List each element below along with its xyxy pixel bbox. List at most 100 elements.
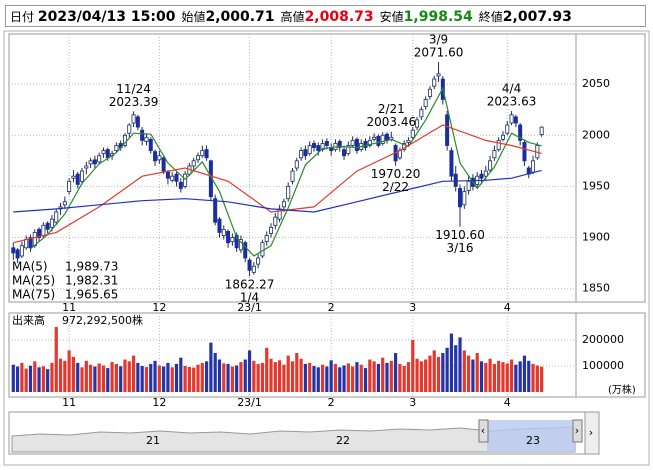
volume-bar <box>196 364 200 392</box>
candle-body <box>269 226 274 234</box>
range-handle[interactable] <box>572 419 583 443</box>
volume-bar <box>376 363 381 392</box>
volume-bar <box>320 364 325 392</box>
candle-body <box>445 114 450 146</box>
volume-bar <box>67 350 71 392</box>
volume-bar <box>101 365 106 392</box>
candle-body <box>226 231 231 244</box>
candle-body <box>500 134 505 140</box>
volume-bar <box>265 347 269 392</box>
volume-bar <box>106 368 110 392</box>
candle-body <box>204 149 209 159</box>
candle-body <box>346 145 351 155</box>
candle-body <box>92 159 97 165</box>
volume-bar <box>475 353 479 392</box>
volume-bar <box>235 365 239 392</box>
candle-body <box>62 201 67 206</box>
volume-bar <box>406 362 411 392</box>
candle-body <box>539 126 544 135</box>
navigator-range[interactable] <box>487 420 575 452</box>
volume-panel <box>8 312 646 398</box>
candle-body <box>320 143 325 150</box>
x-tick-label: 4 <box>504 396 511 409</box>
annotation-date: 3/16 <box>447 241 474 255</box>
scroll-button[interactable] <box>584 411 600 455</box>
candle-body <box>75 173 80 185</box>
candle-body <box>342 149 347 157</box>
x-tick-label: 12 <box>152 396 166 409</box>
candle-body <box>195 155 200 161</box>
candle-body <box>281 201 286 208</box>
volume-bar <box>20 362 24 392</box>
volume-bar <box>260 362 265 392</box>
candle-body <box>453 173 458 187</box>
candle-body <box>54 211 59 223</box>
volume-bar <box>41 366 45 392</box>
volume-bar <box>501 362 505 392</box>
volume-bar <box>97 363 101 392</box>
volume-bar <box>110 362 114 392</box>
volume-bar <box>419 361 423 392</box>
volume-bar <box>518 361 522 392</box>
scroll-arrow[interactable]: › <box>589 426 593 439</box>
legend-value: 1,989.73 <box>65 260 118 274</box>
volume-bar <box>471 359 475 392</box>
candle-body <box>337 141 342 148</box>
legend-name: MA(25) <box>12 274 55 288</box>
date: 2023/04/13 15:00 <box>37 9 176 25</box>
volume-bar <box>488 358 492 392</box>
volume-bar <box>252 360 256 392</box>
volume-bar <box>368 359 372 392</box>
candle-body <box>24 239 29 249</box>
volume-bar <box>187 367 192 392</box>
candle-body <box>251 265 256 273</box>
annotation-date: 3/9 <box>429 33 448 47</box>
volume-bar <box>385 362 389 392</box>
ma-line <box>13 169 542 213</box>
candle-body <box>488 160 493 171</box>
volume-bar <box>436 356 441 392</box>
volume-bar <box>222 363 226 392</box>
candle-body <box>492 150 497 159</box>
candle-body <box>28 237 33 249</box>
volume-bar <box>157 365 161 392</box>
candle-body <box>436 73 441 77</box>
candle-body <box>496 139 501 150</box>
range-handle[interactable] <box>478 419 489 443</box>
candle-body <box>363 141 368 148</box>
y-tick-label: 2050 <box>582 77 610 90</box>
candle-body <box>311 143 316 148</box>
candle-body <box>462 191 467 206</box>
candle-body <box>350 139 355 146</box>
volume-bar <box>239 362 243 392</box>
volume-bar <box>204 361 209 392</box>
x-tick-label: 11 <box>62 301 76 314</box>
volume-bar <box>33 361 37 392</box>
candle-body <box>522 142 527 162</box>
field-value: 2,008.73 <box>304 9 374 25</box>
volume-bar <box>144 367 149 392</box>
volume-bar <box>269 358 273 392</box>
candle-body <box>316 145 321 152</box>
volume-bar <box>174 363 179 392</box>
candle-body <box>15 249 20 259</box>
candle-body <box>213 198 218 223</box>
volume-bar <box>24 368 28 392</box>
volume-bar <box>432 350 436 392</box>
field-value: 2,007.93 <box>502 9 572 25</box>
candle-body <box>131 114 136 124</box>
volume-bar <box>209 342 213 392</box>
volume-bar <box>256 363 260 392</box>
candle-body <box>509 114 514 124</box>
volume-bar <box>76 362 80 392</box>
field-label: 終値 <box>478 10 503 24</box>
candle-body <box>479 173 484 179</box>
annotation-date: 11/24 <box>116 82 151 96</box>
volume-bar <box>316 367 320 392</box>
candle-body <box>45 222 50 230</box>
candle-body <box>277 208 282 220</box>
volume-bar <box>119 366 123 392</box>
volume-bar <box>247 350 252 392</box>
volume-bar <box>123 359 127 392</box>
volume-bar <box>93 366 97 392</box>
